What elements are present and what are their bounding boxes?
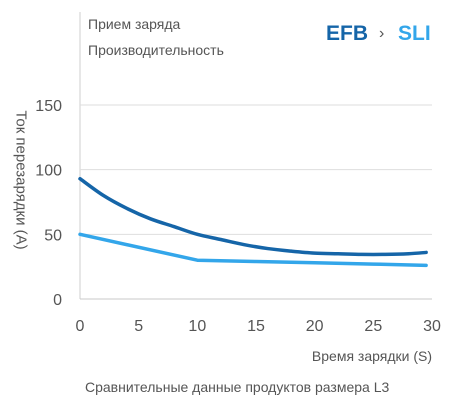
- y-tick-labels: 0 50 100 150: [35, 98, 62, 309]
- chart-title-line-1: Прием заряда: [88, 16, 181, 32]
- y-tick-label: 100: [35, 163, 62, 180]
- x-tick-label: 25: [364, 318, 382, 335]
- x-tick-label: 15: [247, 318, 265, 335]
- y-tick-label: 0: [53, 292, 62, 309]
- series-line-efb: [78, 176, 428, 257]
- x-tick-labels: 0 5 10 15 20 25 30: [76, 318, 441, 335]
- y-tick-label: 150: [35, 98, 62, 115]
- chart-caption: Сравнительные данные продуктов размера L…: [85, 379, 390, 395]
- x-tick-label: 5: [134, 318, 143, 335]
- chart-title-line-2: Производительность: [88, 42, 224, 58]
- y-axis-label: Ток перезарядки (A): [12, 110, 30, 250]
- brand-sli-label: SLI: [398, 22, 431, 45]
- x-tick-label: 30: [423, 318, 441, 335]
- grid-lines: [79, 12, 432, 299]
- y-tick-label: 50: [44, 227, 62, 244]
- x-tick-label: 20: [306, 318, 324, 335]
- brand-chevron-icon: ›: [379, 25, 385, 42]
- x-axis-label: Время зарядки (S): [311, 348, 432, 364]
- brand-efb-label: EFB: [326, 22, 368, 45]
- x-tick-label: 0: [76, 318, 85, 335]
- x-tick-label: 10: [188, 318, 206, 335]
- series-lines: [78, 176, 428, 268]
- series-line-sli: [78, 232, 428, 268]
